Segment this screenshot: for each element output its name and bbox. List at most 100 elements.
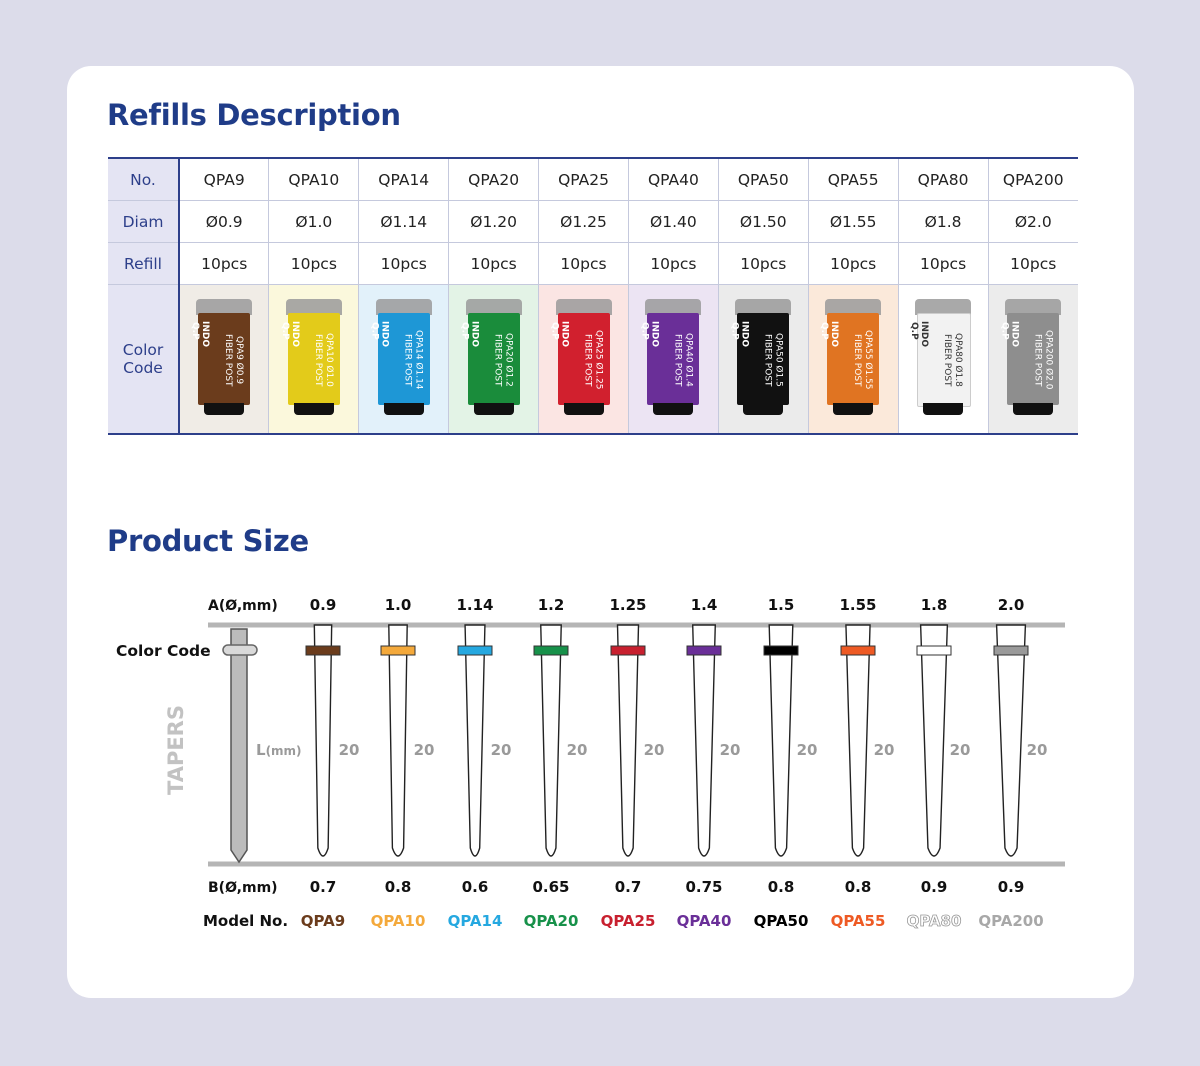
tube-label: QPA25 Ø1.25 FIBER POST <box>568 325 604 395</box>
length-value: 20 <box>567 741 588 759</box>
tube-model-label: QPA200 Ø2.0 <box>1043 330 1054 390</box>
color-band-qpa80 <box>916 645 952 656</box>
cell-color-code: INDO Q.P QPA55 Ø1.55 FIBER POST <box>808 284 899 434</box>
row-model-number: No. QPA9 QPA10 QPA14 QPA20 QPA25 QPA40 QPA50 QP… <box>108 158 1078 201</box>
refill-tube-image: INDO Q.P QPA80 Ø1.8 FIBER POST <box>909 299 973 419</box>
color-band-qpa20 <box>533 645 569 656</box>
row-diameter: Diam Ø0.9 Ø1.0 Ø1.14 Ø1.20 Ø1.25 Ø1.40 Ø1.50 Ø1… <box>108 200 1078 243</box>
tube-logo: INDO Q.P <box>909 321 930 348</box>
tapers-label: TAPERS <box>164 705 188 795</box>
row-label-refill: Refill <box>108 242 180 285</box>
refill-tube-image: INDO Q.P QPA20 Ø1.2 FIBER POST <box>460 299 524 419</box>
refill-tube-image: INDO Q.P QPA14 Ø1.14 FIBER POST <box>370 299 434 419</box>
cell-no: QPA14 <box>358 158 450 201</box>
row-label-color: Color <box>122 341 164 359</box>
row-label-code: Code <box>123 359 163 377</box>
refill-tube-image: INDO Q.P QPA25 Ø1.25 FIBER POST <box>549 299 614 419</box>
length-value: 20 <box>414 741 435 759</box>
row-label-diam: Diam <box>108 200 180 243</box>
tube-model-label: QPA50 Ø1.5 <box>773 333 784 387</box>
tube-body <box>467 313 520 405</box>
tube-logo: INDO Q.P <box>279 321 300 348</box>
tube-body <box>827 313 880 405</box>
cell-no: QPA40 <box>628 158 719 201</box>
tube-label: QPA50 Ø1.5 FIBER POST <box>747 325 783 395</box>
b-value: 0.9 <box>921 878 948 896</box>
product-size-title: Product Size <box>107 524 309 558</box>
cell-refill: 10pcs <box>988 242 1078 285</box>
color-band-qpa25 <box>610 645 646 656</box>
reference-post <box>230 628 248 864</box>
tube-model-label: QPA55 Ø1.55 <box>863 330 874 390</box>
color-band-qpa50 <box>763 645 799 656</box>
tube-logo: INDO Q.P <box>549 321 570 348</box>
cell-diam: Ø1.8 <box>898 200 989 243</box>
cell-refill: 10pcs <box>628 242 719 285</box>
cell-refill: 10pcs <box>718 242 809 285</box>
tube-label: QPA10 Ø1.0 FIBER POST <box>298 325 334 395</box>
tube-cap <box>1005 299 1062 315</box>
model-number-qpa10: QPA10 <box>371 912 426 930</box>
tube-logo: INDO Q.P <box>639 321 660 348</box>
cell-diam: Ø1.0 <box>268 200 360 243</box>
cell-color-code: INDO Q.P QPA10 Ø1.0 FIBER POST <box>268 284 360 434</box>
tube-brand: FIBER POST <box>582 333 593 387</box>
color-band-qpa9 <box>305 645 341 656</box>
cell-diam: Ø1.25 <box>538 200 629 243</box>
tube-model-label: QPA40 Ø1.4 <box>683 333 694 387</box>
b-value: 0.65 <box>532 878 569 896</box>
tube-body <box>647 313 700 405</box>
tube-brand: FIBER POST <box>942 333 953 387</box>
tube-base <box>653 403 694 415</box>
tube-logo: INDO Q.P <box>190 321 211 348</box>
b-value: 0.7 <box>615 878 642 896</box>
tube-model-label: QPA14 Ø1.14 <box>413 330 424 390</box>
refills-table: No. QPA9 QPA10 QPA14 QPA20 QPA25 QPA40 QPA50 QP… <box>108 157 1078 435</box>
length-value: 20 <box>644 741 665 759</box>
tube-model-label: QPA25 Ø1.25 <box>593 330 604 390</box>
tube-base <box>743 403 784 415</box>
model-number-qpa200: QPA200 <box>978 912 1043 930</box>
cell-color-code: INDO Q.P QPA80 Ø1.8 FIBER POST <box>898 284 989 434</box>
tube-cap <box>555 299 612 315</box>
b-value: 0.6 <box>462 878 489 896</box>
model-number-qpa25: QPA25 <box>601 912 656 930</box>
cell-color-code: INDO Q.P QPA50 Ø1.5 FIBER POST <box>718 284 809 434</box>
tube-label: QPA55 Ø1.55 FIBER POST <box>837 325 873 395</box>
fiber-post-qpa80 <box>919 624 949 857</box>
refill-tube-image: INDO Q.P QPA40 Ø1.4 FIBER POST <box>639 299 703 419</box>
cell-no: QPA20 <box>448 158 540 201</box>
fiber-post-qpa10 <box>388 624 408 857</box>
cell-diam: Ø1.55 <box>808 200 899 243</box>
tube-label: QPA200 Ø2.0 FIBER POST <box>1017 325 1053 395</box>
model-number-qpa9: QPA9 <box>301 912 345 930</box>
cell-no: QPA200 <box>988 158 1078 201</box>
tube-brand: FIBER POST <box>762 333 773 387</box>
tube-brand: FIBER POST <box>852 333 863 387</box>
tube-body <box>917 313 972 407</box>
refill-tube-image: INDO Q.P QPA50 Ø1.5 FIBER POST <box>729 299 793 419</box>
a-value: 1.55 <box>839 596 876 614</box>
tube-body <box>557 313 610 405</box>
tube-cap <box>915 299 972 315</box>
length-value: 20 <box>950 741 971 759</box>
cell-refill: 10pcs <box>448 242 540 285</box>
tube-label: QPA40 Ø1.4 FIBER POST <box>657 325 693 395</box>
cell-color-code: INDO Q.P QPA9 Ø0.9 FIBER POST <box>179 284 270 434</box>
color-band-qpa14 <box>457 645 493 656</box>
cell-no: QPA10 <box>268 158 360 201</box>
tube-label: QPA9 Ø0.9 FIBER POST <box>208 325 244 395</box>
model-number-qpa20: QPA20 <box>524 912 579 930</box>
cell-refill: 10pcs <box>268 242 360 285</box>
a-value: 1.4 <box>691 596 718 614</box>
length-value: 20 <box>720 741 741 759</box>
a-diameter-label: A(Ø,mm) <box>208 598 278 614</box>
tube-brand: FIBER POST <box>492 333 503 387</box>
length-value: 20 <box>1027 741 1048 759</box>
tube-brand: FIBER POST <box>1032 333 1043 387</box>
cell-no: QPA50 <box>718 158 809 201</box>
cell-no: QPA55 <box>808 158 899 201</box>
model-number-qpa50: QPA50 <box>754 912 809 930</box>
tube-model-label: QPA20 Ø1.2 <box>503 333 514 387</box>
